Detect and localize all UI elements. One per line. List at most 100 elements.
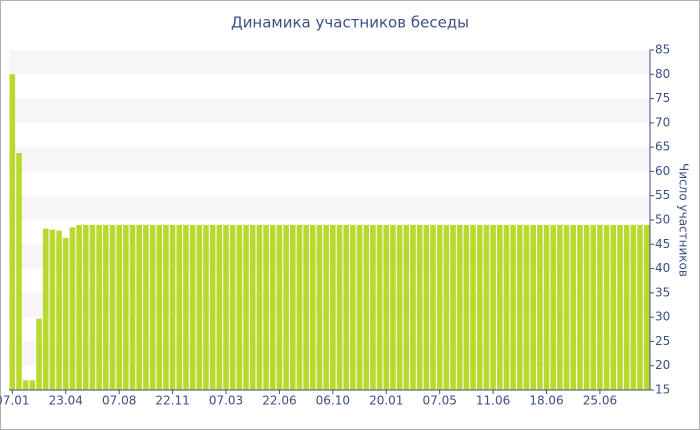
bar	[643, 224, 650, 390]
y-tick-label: 80	[655, 67, 670, 81]
bar	[169, 224, 176, 390]
bar	[296, 224, 303, 390]
y-tick-label: 70	[655, 115, 670, 129]
bar	[223, 224, 229, 390]
bar	[310, 224, 316, 390]
y-tick-label: 15	[655, 383, 670, 397]
x-tick-label: 07.08	[102, 394, 136, 408]
bar	[116, 224, 122, 390]
x-tick-label: 07.01	[0, 394, 30, 408]
bar	[183, 224, 189, 390]
bar	[143, 224, 149, 390]
grid-band	[9, 147, 650, 172]
bar	[390, 224, 396, 390]
y-tick-label: 55	[655, 188, 670, 202]
bar	[303, 224, 309, 390]
bar	[617, 224, 623, 390]
bar	[590, 224, 597, 390]
bar	[82, 224, 89, 390]
bar	[29, 380, 36, 390]
bar	[356, 224, 363, 390]
bar	[249, 224, 256, 390]
bar	[496, 224, 503, 390]
bar	[376, 224, 383, 390]
bar	[603, 224, 610, 390]
y-tick-label: 85	[655, 43, 670, 57]
bar	[490, 224, 496, 390]
bar	[123, 224, 129, 390]
bar	[423, 224, 430, 390]
bar	[22, 380, 29, 390]
bar	[62, 237, 69, 390]
bar	[136, 224, 143, 390]
bar	[463, 224, 470, 390]
grid-band	[9, 341, 650, 366]
bar	[410, 224, 416, 390]
bar	[450, 224, 456, 390]
bar	[370, 224, 376, 390]
y-tick-label: 75	[655, 91, 670, 105]
bar	[510, 224, 516, 390]
bar	[363, 224, 370, 390]
bar	[289, 224, 296, 390]
bar	[89, 224, 96, 390]
bar	[76, 224, 82, 390]
y-tick-label: 30	[655, 310, 670, 324]
bar	[350, 224, 356, 390]
bar	[163, 224, 169, 390]
bar	[403, 224, 410, 390]
x-tick-label: 07.03	[209, 394, 243, 408]
y-tick-label: 20	[655, 358, 670, 372]
bar	[470, 224, 476, 390]
bar	[56, 230, 62, 390]
bar	[610, 224, 617, 390]
bar	[456, 224, 463, 390]
bar	[236, 224, 243, 390]
bar	[430, 224, 436, 390]
y-tick-label: 65	[655, 140, 670, 154]
bar	[483, 224, 490, 390]
bar	[637, 224, 643, 390]
bar	[16, 152, 22, 390]
bar	[516, 224, 523, 390]
bar	[583, 224, 590, 390]
bar	[597, 224, 603, 390]
bar	[550, 224, 556, 390]
bar	[36, 318, 42, 390]
bar	[49, 229, 56, 390]
x-tick-label: 23.04	[49, 394, 83, 408]
y-axis-label: Число участников	[677, 163, 691, 277]
bar	[229, 224, 236, 390]
x-tick-label: 20.01	[369, 394, 403, 408]
grid-bands	[9, 50, 650, 366]
bar	[623, 224, 630, 390]
bar	[109, 224, 116, 390]
bar	[383, 224, 390, 390]
bar	[330, 224, 336, 390]
bar	[557, 224, 563, 390]
bar	[263, 224, 269, 390]
bar	[476, 224, 483, 390]
y-tick-label: 60	[655, 164, 670, 178]
bar	[189, 224, 196, 390]
grid-band	[9, 98, 650, 123]
x-tick-label: 18.06	[529, 394, 563, 408]
bar	[176, 224, 183, 390]
x-tick-label: 07.05	[422, 394, 456, 408]
bar	[396, 224, 403, 390]
bar	[196, 224, 203, 390]
bar	[630, 224, 637, 390]
bar	[543, 224, 550, 390]
bar	[256, 224, 263, 390]
bar	[149, 224, 156, 390]
bar	[9, 74, 16, 391]
bar	[523, 224, 530, 390]
bar	[156, 224, 163, 390]
x-tick-label: 25.06	[583, 394, 617, 408]
bar	[570, 224, 577, 390]
y-tick-label: 35	[655, 285, 670, 299]
bar	[503, 224, 510, 390]
x-tick-label: 22.11	[155, 394, 189, 408]
bar	[283, 224, 289, 390]
